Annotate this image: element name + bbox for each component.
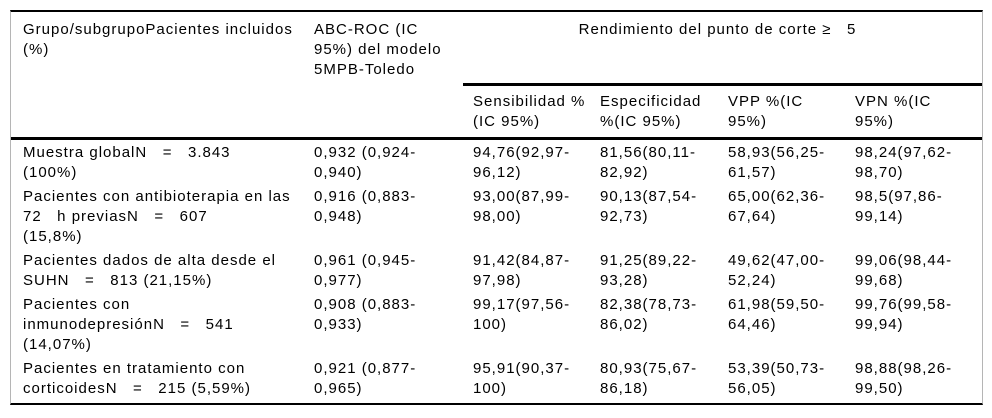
cell-abc-roc: 0,908 (0,883- 0,933)	[314, 296, 417, 333]
cell-vpn: 98,5(97,86- 99,14)	[855, 188, 943, 225]
header-grupo-subgrupo: Grupo/subgrupoPacientes incluidos (%)	[23, 21, 293, 58]
table-row: Pacientes con antibioterapia en las 72 h…	[11, 187, 982, 247]
cell-abc-roc: 0,932 (0,924- 0,940)	[314, 144, 417, 181]
cell-vpn: 99,06(98,44- 99,68)	[855, 252, 953, 289]
cell-grupo: Muestra globalN = 3.843 (100%)	[23, 144, 231, 181]
cell-especificidad: 91,25(89,22- 93,28)	[600, 252, 698, 289]
cell-grupo: Pacientes en tratamiento con corticoides…	[23, 360, 252, 397]
results-table: Grupo/subgrupoPacientes incluidos (%) AB…	[10, 10, 983, 405]
header-abc-roc: ABC-ROC (IC 95%) del modelo 5MPB-Toledo	[314, 21, 442, 78]
cell-vpp: 65,00(62,36- 67,64)	[728, 188, 826, 225]
table-row: Muestra globalN = 3.843 (100%) 0,932 (0,…	[11, 143, 982, 183]
group-divider-rule	[463, 83, 982, 86]
cell-vpn: 98,88(98,26- 99,50)	[855, 360, 953, 397]
cell-sensibilidad: 95,91(90,37- 100)	[473, 360, 571, 397]
cell-sensibilidad: 91,42(84,87- 97,98)	[473, 252, 571, 289]
cell-abc-roc: 0,916 (0,883- 0,948)	[314, 188, 417, 225]
cell-abc-roc: 0,961 (0,945- 0,977)	[314, 252, 417, 289]
table-row: Pacientes con inmunodepresiónN = 541 (14…	[11, 295, 982, 355]
cell-vpp: 61,98(59,50- 64,46)	[728, 296, 826, 333]
header-subrow: Sensibilidad % (IC 95%) Especificidad %(…	[453, 86, 982, 137]
header-group-title: Rendimiento del punto de corte ≥ 5	[578, 21, 857, 38]
cell-sensibilidad: 99,17(97,56- 100)	[473, 296, 571, 333]
cell-especificidad: 80,93(75,67- 86,18)	[600, 360, 698, 397]
table-row: Pacientes en tratamiento con corticoides…	[11, 359, 982, 399]
cell-especificidad: 82,38(78,73- 86,02)	[600, 296, 698, 333]
cell-vpp: 58,93(56,25- 61,57)	[728, 144, 826, 181]
header-especificidad: Especificidad %(IC 95%)	[600, 93, 702, 130]
cell-vpn: 98,24(97,62- 98,70)	[855, 144, 953, 181]
cell-grupo: Pacientes dados de alta desde el SUHN = …	[23, 252, 276, 289]
table-header: Grupo/subgrupoPacientes incluidos (%) AB…	[11, 12, 982, 140]
table-row: Pacientes dados de alta desde el SUHN = …	[11, 251, 982, 291]
header-vpn: VPN %(IC 95%)	[855, 93, 932, 130]
cell-vpp: 49,62(47,00- 52,24)	[728, 252, 826, 289]
cell-abc-roc: 0,921 (0,877- 0,965)	[314, 360, 417, 397]
cell-grupo: Pacientes con antibioterapia en las 72 h…	[23, 188, 291, 245]
table-body: Muestra globalN = 3.843 (100%) 0,932 (0,…	[11, 140, 982, 403]
cell-grupo: Pacientes con inmunodepresiónN = 541 (14…	[23, 296, 234, 353]
cell-sensibilidad: 93,00(87,99- 98,00)	[473, 188, 571, 225]
header-group-rendimiento: Rendimiento del punto de corte ≥ 5 Sensi…	[453, 12, 982, 137]
cell-vpp: 53,39(50,73- 56,05)	[728, 360, 826, 397]
header-sensibilidad: Sensibilidad % (IC 95%)	[473, 93, 586, 130]
cell-especificidad: 81,56(80,11- 82,92)	[600, 144, 696, 181]
cell-especificidad: 90,13(87,54- 92,73)	[600, 188, 698, 225]
cell-vpn: 99,76(99,58- 99,94)	[855, 296, 953, 333]
header-vpp: VPP %(IC 95%)	[728, 93, 804, 130]
cell-sensibilidad: 94,76(92,97- 96,12)	[473, 144, 571, 181]
